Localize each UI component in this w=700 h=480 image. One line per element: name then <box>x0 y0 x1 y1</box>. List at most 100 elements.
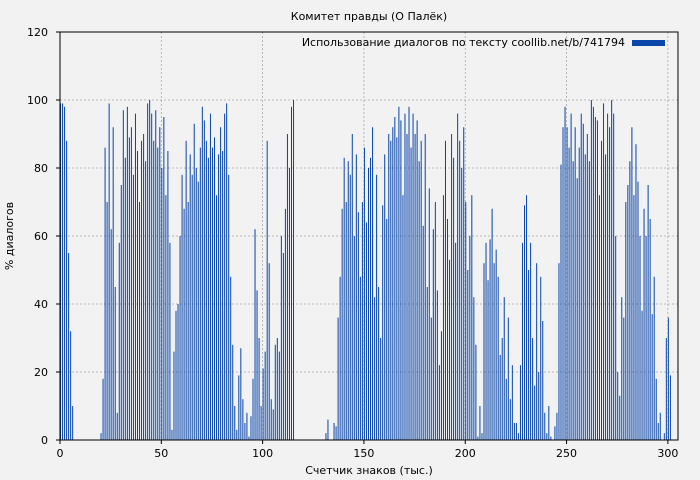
bar <box>126 106 128 441</box>
bar <box>60 103 62 441</box>
bar <box>390 140 392 441</box>
bar <box>143 134 145 440</box>
bar <box>363 147 365 440</box>
bar <box>503 297 505 440</box>
bar <box>416 120 418 441</box>
x-tick-label: 50 <box>154 447 168 460</box>
bar <box>641 310 643 440</box>
bar <box>449 259 451 440</box>
bar <box>605 154 607 440</box>
bar <box>169 242 171 440</box>
bar <box>558 263 560 440</box>
bar <box>534 385 536 440</box>
bar <box>380 338 382 440</box>
bar <box>444 140 446 441</box>
bar <box>402 195 404 440</box>
bar <box>459 140 461 441</box>
bar <box>665 338 667 440</box>
bar <box>465 202 467 440</box>
bar <box>550 436 552 440</box>
bar <box>428 188 430 440</box>
bar <box>232 344 234 440</box>
bar <box>367 168 369 440</box>
bar <box>507 317 509 440</box>
bar <box>556 412 558 440</box>
bar <box>270 399 272 440</box>
bar <box>236 429 238 440</box>
bar <box>511 365 513 440</box>
bar <box>524 205 526 440</box>
bar <box>590 100 592 440</box>
bar <box>357 212 359 440</box>
bar <box>102 378 104 440</box>
bar <box>139 202 141 440</box>
bar <box>187 202 189 440</box>
bar <box>623 317 625 440</box>
bar <box>489 239 491 440</box>
bar <box>570 113 572 440</box>
bar <box>645 236 647 440</box>
bar <box>521 242 523 440</box>
bar <box>252 378 254 440</box>
bar <box>238 375 240 440</box>
bars-layer <box>60 100 671 441</box>
bar <box>240 348 242 440</box>
bar <box>566 127 568 440</box>
bar <box>631 127 633 440</box>
bar <box>657 423 659 440</box>
bar <box>205 140 207 441</box>
bar <box>141 140 143 441</box>
bar <box>203 120 205 441</box>
bar <box>396 137 398 440</box>
bar <box>122 110 124 440</box>
bar <box>130 127 132 440</box>
ticks-layer: 0 50 100 150 200 250 300 0 20 40 60 80 100 120 <box>27 26 678 460</box>
bar <box>601 140 603 441</box>
x-tick-label: 250 <box>556 447 577 460</box>
bar <box>278 351 280 440</box>
bar <box>173 351 175 440</box>
bar <box>554 426 556 440</box>
bar <box>333 423 335 440</box>
bar <box>594 117 596 440</box>
bar <box>609 127 611 440</box>
bar <box>165 195 167 440</box>
bar <box>70 331 72 440</box>
bar <box>370 157 372 441</box>
bar <box>256 290 258 440</box>
bar <box>473 297 475 440</box>
x-tick-label: 100 <box>252 447 273 460</box>
bar <box>412 113 414 440</box>
bar <box>639 236 641 440</box>
bar <box>114 287 116 440</box>
bar <box>224 113 226 440</box>
bar <box>216 195 218 440</box>
bar <box>546 433 548 440</box>
bar <box>576 178 578 440</box>
bar <box>418 161 420 440</box>
bar <box>669 375 671 440</box>
y-tick-label: 20 <box>34 366 48 379</box>
bar <box>515 423 517 440</box>
bar <box>359 276 361 440</box>
bar <box>540 276 542 440</box>
bar <box>596 120 598 441</box>
legend: Использование диалогов по тексту coollib… <box>302 36 665 49</box>
bar <box>574 127 576 440</box>
bar <box>347 161 349 440</box>
bar <box>189 154 191 440</box>
bar <box>110 229 112 440</box>
bar <box>248 436 250 440</box>
bar <box>422 225 424 440</box>
bar <box>440 331 442 440</box>
bar <box>513 423 515 440</box>
bar <box>171 429 173 440</box>
bar <box>519 365 521 440</box>
bar <box>185 140 187 441</box>
bar <box>175 310 177 440</box>
bar <box>455 242 457 440</box>
bar <box>384 154 386 440</box>
bar <box>230 276 232 440</box>
bar <box>544 412 546 440</box>
bar <box>183 208 185 440</box>
